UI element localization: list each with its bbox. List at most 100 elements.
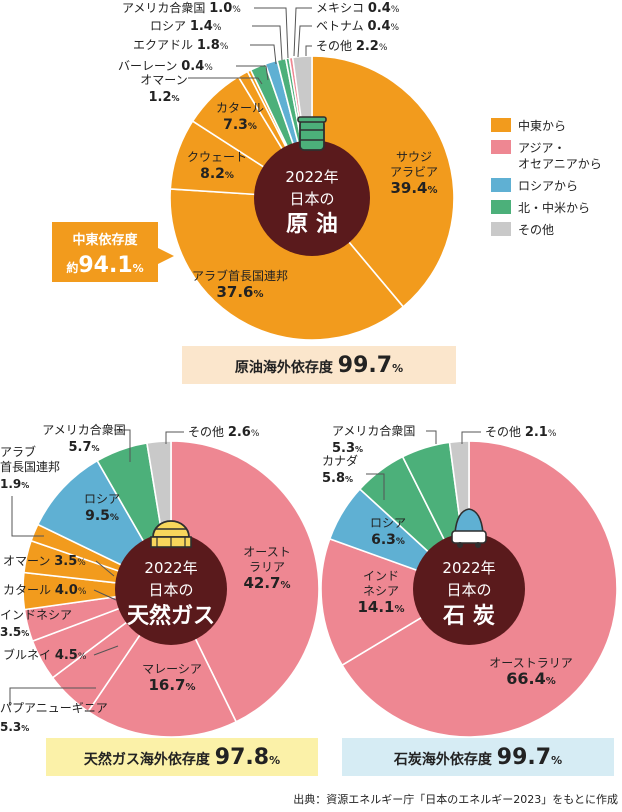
leader-line bbox=[93, 645, 119, 656]
slice-value: 5.8% bbox=[322, 471, 353, 486]
pie-slice bbox=[311, 55, 455, 308]
legend-swatch bbox=[491, 178, 511, 192]
slice-value: 7.3% bbox=[223, 117, 257, 133]
center-label: 日本の bbox=[446, 581, 491, 599]
slice-value: 1.2% bbox=[148, 90, 179, 105]
center-label: 2022年 bbox=[144, 559, 197, 577]
slice-label: 首長国連邦 bbox=[0, 460, 60, 474]
leader-line bbox=[95, 560, 115, 577]
slice-label: その他 2.1% bbox=[485, 425, 557, 440]
slice-label: オマーン 3.5% bbox=[3, 554, 86, 569]
slice-label: カタール 4.0% bbox=[3, 583, 87, 598]
center-disk bbox=[115, 533, 227, 645]
oil-barrel-icon bbox=[299, 119, 325, 151]
leader-line bbox=[93, 589, 117, 601]
pie-slice bbox=[170, 440, 320, 723]
slice-label: メキシコ 0.4% bbox=[316, 1, 400, 16]
slice-value: 66.4% bbox=[506, 669, 556, 688]
pie-slice bbox=[87, 587, 238, 738]
pie-slice bbox=[169, 188, 405, 341]
callout-title: 中東依存度 bbox=[72, 232, 138, 248]
slice-value: 9.5% bbox=[85, 508, 119, 524]
barrel-lid bbox=[297, 116, 327, 123]
leader-line bbox=[9, 687, 96, 706]
leader-line bbox=[426, 430, 437, 444]
slice-label: インド bbox=[363, 569, 399, 583]
slice-value: 5.7% bbox=[68, 440, 99, 455]
legend-label: ロシアから bbox=[518, 179, 578, 193]
leader-line bbox=[250, 44, 277, 65]
slice-label: アメリカ合衆国 bbox=[42, 422, 125, 437]
cart-wheel bbox=[475, 542, 481, 548]
cart-wheel bbox=[457, 542, 463, 548]
dependency-text: 原油海外依存度 99.7% bbox=[235, 353, 403, 378]
dependency-banner bbox=[182, 346, 456, 384]
leader-line bbox=[297, 25, 312, 58]
slice-label: バーレーン 0.4% bbox=[118, 59, 213, 74]
legend-swatch bbox=[491, 118, 511, 132]
leader-line bbox=[236, 65, 269, 81]
legend-swatch bbox=[491, 200, 511, 214]
slice-value: 14.1% bbox=[357, 598, 404, 616]
slice-value: 5.3% bbox=[332, 441, 363, 456]
leader-line bbox=[293, 7, 312, 57]
coal-cart-icon bbox=[451, 530, 487, 544]
leader-line bbox=[114, 429, 131, 462]
slice-label: アメリカ合衆国 bbox=[332, 423, 415, 438]
slice-value: 1.9% bbox=[0, 477, 29, 491]
slice-label: アメリカ合衆国 1.0% bbox=[122, 0, 241, 16]
slice-label: カナダ bbox=[322, 453, 358, 468]
dependency-banner bbox=[342, 738, 614, 776]
slice-label: ネシア bbox=[363, 584, 399, 598]
slice-value: 16.7% bbox=[148, 676, 195, 694]
legend-swatch bbox=[491, 140, 511, 154]
slice-label: ロシア bbox=[84, 492, 120, 506]
leader-line bbox=[254, 7, 289, 59]
pie-slice bbox=[320, 537, 471, 667]
legend-label: アジア・ bbox=[518, 141, 566, 155]
slice-label: オースト bbox=[243, 545, 290, 559]
slice-label: エクアドル 1.8% bbox=[133, 38, 229, 53]
legend-label: 中東から bbox=[518, 118, 566, 133]
leader-line bbox=[165, 431, 184, 444]
center-label: 2022年 bbox=[285, 168, 338, 186]
slice-label: ロシア bbox=[370, 516, 406, 530]
legend-label: オセアニアから bbox=[518, 157, 602, 171]
callout-value: 約94.1% bbox=[66, 253, 143, 278]
center-title: 原 油 bbox=[286, 212, 338, 237]
center-label: 日本の bbox=[148, 581, 193, 599]
slice-value: 5.3% bbox=[0, 720, 29, 734]
leader-line bbox=[11, 496, 44, 537]
slice-label: ブルネイ 4.5% bbox=[3, 647, 87, 663]
slice-label: パプアニューギニア bbox=[0, 701, 108, 715]
dependency-text: 石炭海外依存度 99.7% bbox=[393, 745, 562, 770]
slice-label: インドネシア bbox=[0, 608, 72, 622]
slice-label: クウェート bbox=[187, 150, 247, 164]
slice-label: マレーシア bbox=[142, 662, 202, 676]
coal-pile-icon bbox=[454, 508, 484, 534]
slice-label: ラリア bbox=[249, 560, 285, 574]
slice-label: ロシア 1.4% bbox=[150, 19, 222, 34]
center-disk bbox=[254, 140, 370, 256]
callout-box bbox=[52, 222, 174, 282]
slice-label: アラブ首長国連邦 bbox=[192, 268, 288, 283]
center-disk bbox=[413, 533, 525, 645]
slice-label: その他 2.2% bbox=[316, 39, 388, 54]
slice-value: 37.6% bbox=[216, 283, 263, 301]
slice-label: オーストラリア bbox=[489, 656, 572, 670]
source-note: 出典：資源エネルギー庁「日本のエネルギー2023」をもとに作成 bbox=[293, 792, 618, 806]
slice-value: 39.4% bbox=[390, 179, 437, 197]
leader-line bbox=[188, 77, 263, 85]
slice-value: 8.2% bbox=[200, 166, 234, 182]
legend-swatch bbox=[491, 222, 511, 236]
leader-line bbox=[252, 25, 283, 61]
slice-label: サウジ bbox=[396, 150, 432, 164]
legend-label: 北・中米から bbox=[518, 200, 590, 215]
